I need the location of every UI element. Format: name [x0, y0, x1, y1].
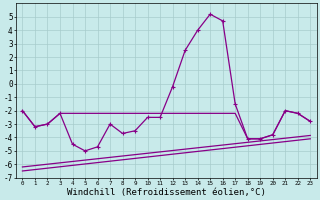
X-axis label: Windchill (Refroidissement éolien,°C): Windchill (Refroidissement éolien,°C) — [67, 188, 266, 197]
